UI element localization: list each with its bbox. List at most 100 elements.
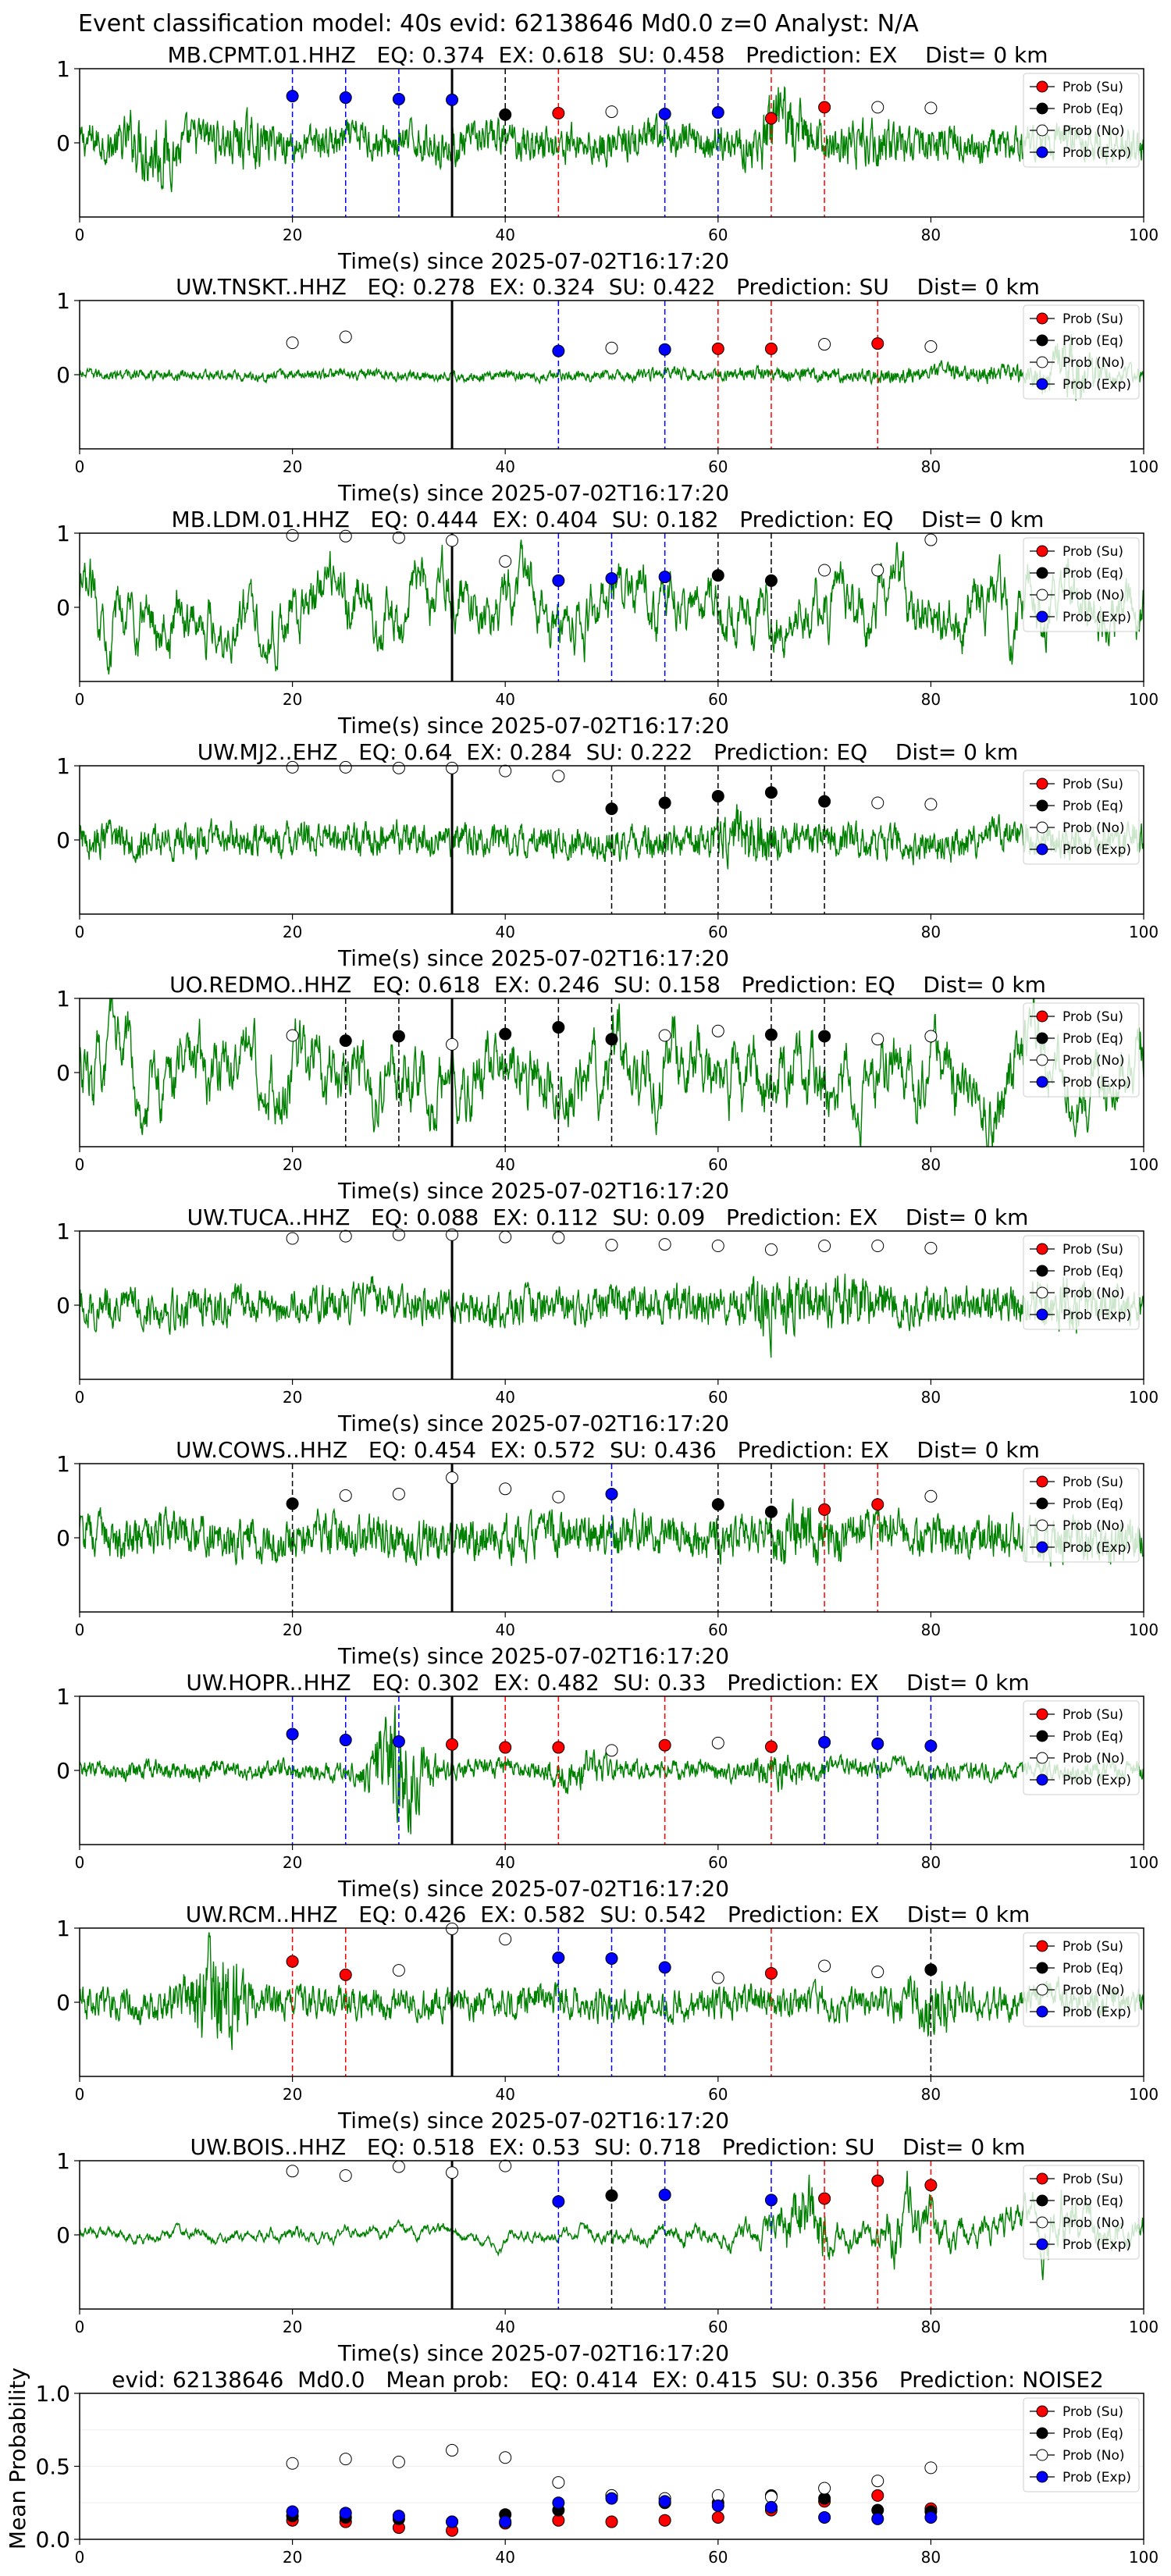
y-tick-label: 0 [56,1293,70,1318]
legend-label-su: Prob (Su) [1062,777,1123,792]
x-tick-label: 20 [283,2548,302,2567]
prob-point-no [871,1966,884,1979]
panel-title: UW.RCM..HHZ EQ: 0.426 EX: 0.582 SU: 0.54… [186,1902,1030,1927]
prob-point-no [658,1238,671,1251]
x-tick-label: 80 [921,2318,941,2336]
legend-label-su: Prob (Su) [1062,1707,1123,1723]
legend-marker-no [1036,1054,1048,1066]
panel-title: UW.HOPR..HHZ EQ: 0.302 EX: 0.482 SU: 0.3… [186,1670,1029,1695]
prob-point-no [499,2159,512,2172]
legend-marker-exp [1036,2238,1048,2250]
x-tick-label: 40 [495,923,514,941]
x-tick-label: 40 [495,2085,514,2104]
x-tick-label: 0 [75,1621,85,1639]
legend-marker-eq [1036,799,1048,812]
prob-point-eq [605,2189,618,2202]
legend-label-eq: Prob (Eq) [1062,1031,1123,1047]
panel-title: UW.BOIS..HHZ EQ: 0.518 EX: 0.53 SU: 0.71… [190,2134,1025,2160]
legend-marker-su [1036,545,1048,557]
y-tick-label: 0 [56,1758,70,1784]
x-tick-label: 100 [1129,1621,1159,1639]
prob-point-exp [339,91,352,105]
prob-point-su [552,107,565,119]
prob-point-eq [605,1033,618,1046]
legend-marker-eq [1036,2427,1048,2439]
x-tick-label: 80 [921,1155,941,1174]
x-tick-label: 20 [283,923,302,941]
legend-marker-exp [1036,843,1048,856]
x-tick-label: 40 [495,2318,514,2336]
x-tick-label: 80 [921,690,941,709]
prob-point-eq [339,1034,352,1048]
prob-point-su [871,1498,884,1511]
legend-marker-su [1036,312,1048,325]
legend-marker-eq [1036,1265,1048,1277]
y-tick-label: 1 [56,1451,70,1477]
legend-box [1023,770,1140,865]
x-tick-label: 80 [921,1621,941,1639]
legend-marker-exp [1036,610,1048,623]
legend-label-eq: Prob (Eq) [1062,2194,1123,2209]
x-tick-label: 20 [283,1388,302,1407]
legend-marker-no [1036,1519,1048,1532]
prob-point-su [286,1955,299,1968]
prob-point-no [818,1240,831,1252]
prob-point-eq [286,1497,299,1510]
legend-label-eq: Prob (Eq) [1062,333,1123,349]
legend-label-exp: Prob (Exp) [1062,145,1131,161]
waveform-trace [80,333,1144,401]
prob-point-su [552,1741,565,1754]
legend-marker-exp [1036,1076,1048,1088]
mean-point-no [818,2482,831,2495]
y-tick-label: 0 [56,130,70,156]
y-tick-label: 0 [56,2222,70,2248]
prob-point-su [818,1503,831,1516]
mean-point-no [339,2453,352,2466]
x-tick-label: 40 [495,1621,514,1639]
x-tick-label: 20 [283,2085,302,2104]
prob-point-su [764,1966,778,1980]
legend-2: Prob (Su) Prob (Eq) Prob (No) Prob (Exp) [1023,537,1140,632]
legend-marker-no [1036,1286,1048,1299]
prob-point-no [871,101,884,114]
legend-3: Prob (Su) Prob (Eq) Prob (No) Prob (Exp) [1023,770,1140,865]
legend-label-no: Prob (No) [1062,820,1125,836]
legend-6: Prob (Su) Prob (Eq) Prob (No) Prob (Exp) [1023,1468,1140,1563]
prob-point-no [552,1231,565,1244]
legend-marker-exp [1036,1774,1048,1786]
mean-point-exp [339,2507,352,2520]
prob-point-exp [818,1735,831,1749]
prob-point-no [446,1228,459,1241]
x-tick-label: 60 [708,923,728,941]
prob-point-no [711,1736,724,1749]
prob-point-no [499,1482,512,1496]
prob-point-no [818,564,831,577]
mean-point-exp [605,2492,618,2505]
prob-point-eq [552,1021,565,1034]
mean-point-exp [871,2512,884,2525]
prob-point-exp [658,2188,671,2201]
legend-label-no: Prob (No) [1062,1751,1125,1767]
x-tick-label: 100 [1129,1853,1159,1872]
legend-label-exp: Prob (Exp) [1062,842,1131,858]
x-axis-label: Time(s) since 2025-07-02T16:17:20 [337,713,729,738]
legend-marker-exp [1036,146,1048,158]
y-tick-label: 1 [56,288,70,314]
prob-point-no [499,555,512,568]
x-tick-label: 20 [283,2318,302,2336]
prob-point-eq [764,1028,778,1041]
prob-point-no [499,1230,512,1244]
prob-point-exp [286,90,299,103]
panel-title: UW.TNSKT..HHZ EQ: 0.278 EX: 0.324 SU: 0.… [176,274,1040,300]
prob-point-su [764,1740,778,1753]
x-tick-label: 0 [75,923,85,941]
y-tick-label: 0 [56,1990,70,2016]
legend-box [1023,2165,1140,2260]
legend-marker-no [1036,1752,1048,1764]
y-tick-label: 1 [56,753,70,779]
x-tick-label: 60 [708,1388,728,1407]
prob-point-eq [764,786,778,799]
